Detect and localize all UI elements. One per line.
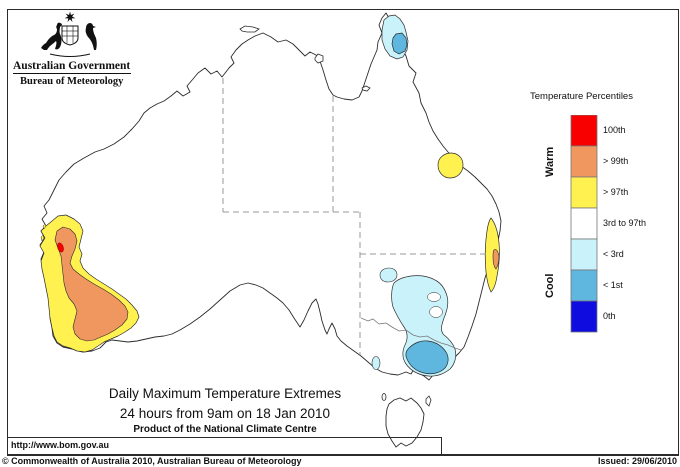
legend-swatch-99th bbox=[570, 145, 598, 178]
border-nsw-vic-murray bbox=[360, 317, 462, 351]
government-title: Australian Government bbox=[13, 60, 131, 72]
king-island bbox=[381, 393, 387, 401]
state-borders bbox=[222, 78, 490, 355]
map-period: 24 hours from 9am on 18 Jan 2010 bbox=[119, 406, 331, 421]
region-west-wa-99th bbox=[54, 226, 129, 342]
footer-divider-horizontal bbox=[7, 437, 442, 438]
legend-swatch-100th bbox=[570, 115, 598, 147]
region-coast-strip-99th bbox=[492, 249, 500, 270]
issued-date: Issued: 29/06/2010 bbox=[597, 456, 677, 466]
legend-swatch-0th bbox=[570, 300, 598, 333]
bureau-title: Bureau of Meteorology bbox=[20, 76, 124, 87]
australian-coat-of-arms-icon bbox=[41, 11, 97, 57]
region-hole2-3rd-to-97th bbox=[429, 306, 443, 318]
region-west-wa-100th bbox=[57, 242, 64, 253]
legend-swatch-lt1st bbox=[570, 269, 598, 302]
footer-divider-vertical bbox=[441, 437, 442, 455]
map-title: Daily Maximum Temperature Extremes bbox=[108, 386, 342, 401]
banner-scroll bbox=[49, 53, 91, 57]
map-title-block: Daily Maximum Temperature Extremes 24 ho… bbox=[40, 384, 410, 435]
region-cape-york-1st bbox=[391, 32, 408, 55]
kangaroo-icon bbox=[41, 22, 62, 50]
header-divider bbox=[13, 73, 131, 74]
map-product-credit: Product of the National Climate Centre bbox=[133, 424, 317, 435]
region-central-qld-97th bbox=[437, 152, 464, 179]
legend-label-lt1st: < 1st bbox=[603, 280, 623, 290]
legend-swatch-lt3rd bbox=[570, 238, 598, 271]
legend-swatch-3rd-97th bbox=[570, 207, 598, 240]
region-nw-nsw-spot-3rd bbox=[379, 267, 398, 283]
legend-warm-label: Warm bbox=[544, 146, 556, 177]
legend-cool-label: Cool bbox=[544, 273, 556, 298]
region-hole-3rd-to-97th bbox=[427, 292, 441, 302]
legend-title: Temperature Percentiles bbox=[530, 91, 633, 102]
region-coast-strip-97th bbox=[484, 217, 500, 293]
legend-label-0th: 0th bbox=[603, 311, 616, 321]
flinders-island bbox=[425, 395, 432, 407]
legend-swatch-97th bbox=[570, 176, 598, 209]
emu-icon bbox=[85, 23, 97, 50]
legend-label-100th: 100th bbox=[603, 125, 626, 135]
groote-eylandt-island bbox=[314, 53, 324, 64]
legend-label-3rd-97th: 3rd to 97th bbox=[603, 218, 647, 228]
map-frame bbox=[7, 9, 679, 456]
shield-quarters bbox=[62, 26, 78, 43]
melville-island bbox=[239, 25, 260, 33]
region-south-nsw-vic-1st bbox=[405, 340, 449, 375]
legend-color-bar bbox=[570, 115, 598, 333]
legend-label-97th: > 97th bbox=[603, 187, 629, 197]
legend-label-lt3rd: < 3rd bbox=[603, 249, 624, 259]
legend-label-99th: > 99th bbox=[603, 156, 629, 166]
shark-bay-island-spot2 bbox=[40, 234, 45, 242]
mornington-island bbox=[361, 85, 371, 92]
bom-url: http://www.bom.gov.au bbox=[11, 440, 109, 450]
shield-icon bbox=[61, 25, 79, 46]
region-west-vic-spot-3rd bbox=[371, 356, 381, 370]
copyright-notice: © Commonwealth of Australia 2010, Austra… bbox=[2, 456, 302, 466]
commonwealth-star-icon bbox=[64, 11, 76, 22]
shark-bay-island-spot bbox=[42, 223, 47, 230]
